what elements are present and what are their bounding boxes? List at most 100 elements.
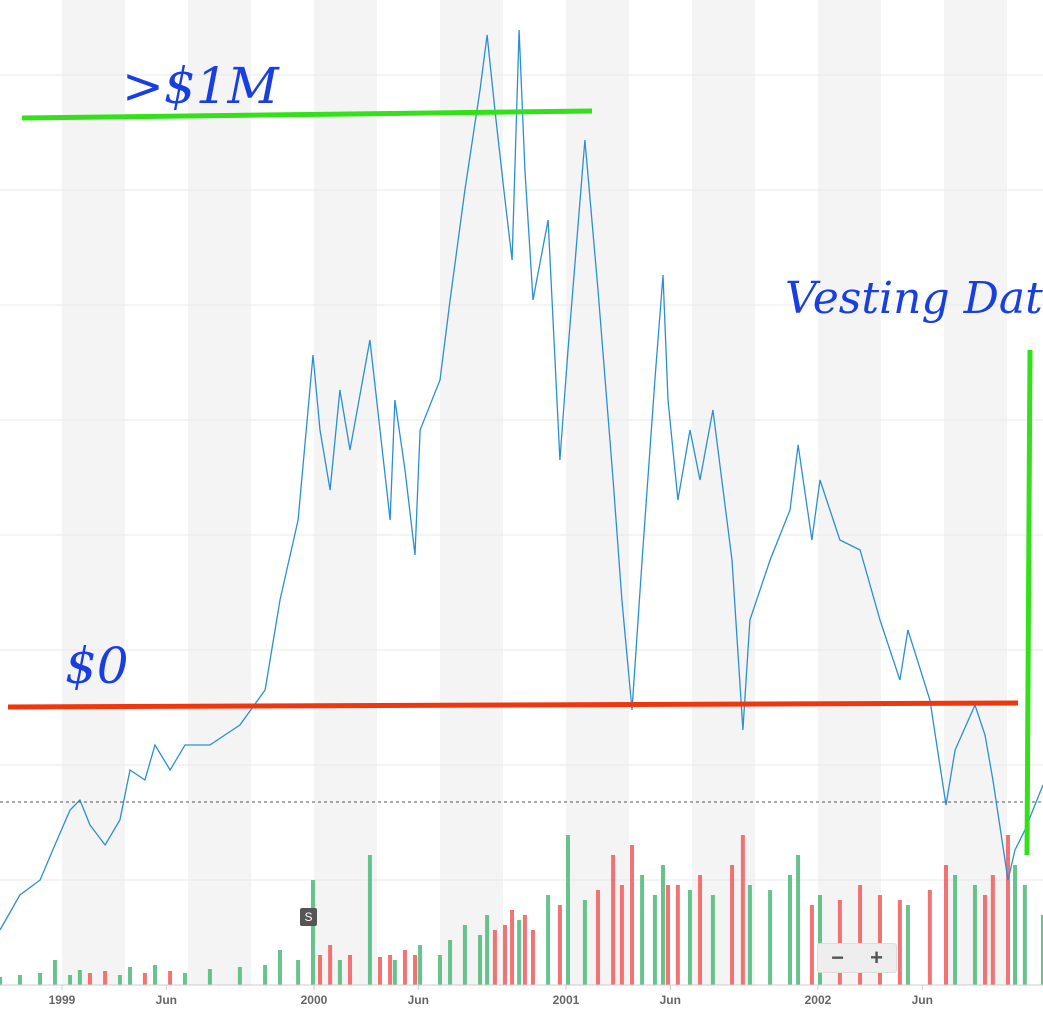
volume-bar [927,890,932,985]
price-line [0,29,1043,931]
annotation-line [1024,349,1033,856]
volume-bar [478,935,483,985]
volume-bar [983,895,988,985]
volume-bar [68,975,73,985]
volume-bar [640,875,645,985]
background-stripe [440,0,503,985]
volume-bar [768,890,773,985]
zoom-in[interactable]: + [870,945,883,970]
volume-bar [582,900,587,985]
zoom-controls: − + [817,943,897,973]
volume-bar [263,965,268,985]
volume-bar [128,967,133,985]
volume-bar [687,890,692,985]
volume-bar [510,910,515,985]
volume-bar [522,915,527,985]
volume-bar [990,875,995,985]
annotation: Vesting Date [785,273,1043,324]
volume-bar [328,945,333,985]
annotation: >$1M [122,57,281,115]
volume-bar [367,855,372,985]
volume-bar [388,955,393,985]
volume-bar [530,930,535,985]
volume-bar [485,915,490,985]
volume-bar [168,971,173,985]
volume-bar [277,950,282,985]
volume-bar [0,977,2,985]
background-stripe [188,0,251,985]
annotation: $0 [65,637,129,695]
volume-bar [77,970,82,985]
volume-bar [619,885,624,985]
background-stripe [818,0,881,985]
x-tick-label: Jun [660,993,681,1007]
volume-bar [972,885,977,985]
volume-bar [905,905,910,985]
annotation-line [21,108,593,121]
volume-bar [666,885,671,985]
background-stripe [62,0,125,985]
volume-bar [629,845,634,985]
volume-bar [52,960,57,985]
volume-bar [897,900,902,985]
volume-bar [747,885,752,985]
volume-bar [611,855,616,985]
volume-bar [675,885,680,985]
annotation-line [7,700,1019,710]
volume-bar [17,975,22,985]
background-stripe [944,0,1007,985]
volume-bar [103,971,108,985]
volume-bar [207,969,212,985]
background [0,0,1043,985]
volume-bar [413,955,418,985]
volume-bar [182,973,187,985]
volume-bar [237,967,242,985]
volume-bar [787,875,792,985]
volume-bar [698,875,703,985]
volume-bar [858,885,863,985]
volume-bar [809,905,814,985]
volume-bar [740,835,745,985]
volume-bar [318,955,323,985]
volume-bar [796,855,801,985]
volume-bar [1005,835,1010,985]
volume-bar [943,865,948,985]
x-tick-label: 2000 [301,993,328,1007]
volume-bar [595,890,600,985]
event-marker[interactable]: S [300,908,317,926]
background-stripe [314,0,377,985]
zoom-out[interactable]: − [831,945,844,970]
volume-bar [710,895,715,985]
volume-bar [660,865,665,985]
volume-bar [462,925,467,985]
volume-bar [348,955,353,985]
volume-bar [652,895,657,985]
x-tick-label: 2001 [553,993,580,1007]
volume-bar [730,865,735,985]
volume-bar [492,930,497,985]
volume-bar [546,895,551,985]
volume-bar [1022,885,1027,985]
x-tick-label: Jun [156,993,177,1007]
volume-bar [337,960,342,985]
x-tick-label: 1999 [49,993,76,1007]
volume-bar [817,895,822,985]
volume-bar [557,905,562,985]
volume-bar [402,950,407,985]
volume-bar [1013,865,1018,985]
volume-bar [392,960,397,985]
volume-bar [877,895,882,985]
volume-bar [517,920,522,985]
volume-bar [378,957,383,985]
volume-bar [142,973,147,985]
x-tick-label: Jun [408,993,429,1007]
volume-bar [502,925,507,985]
volume-bar [448,940,453,985]
x-tick-label: Jun [912,993,933,1007]
volume-bar [310,880,315,985]
volume-bar [953,875,958,985]
volume-bar [1041,915,1043,985]
volume-bar [437,955,442,985]
x-tick-label: 2002 [805,993,832,1007]
